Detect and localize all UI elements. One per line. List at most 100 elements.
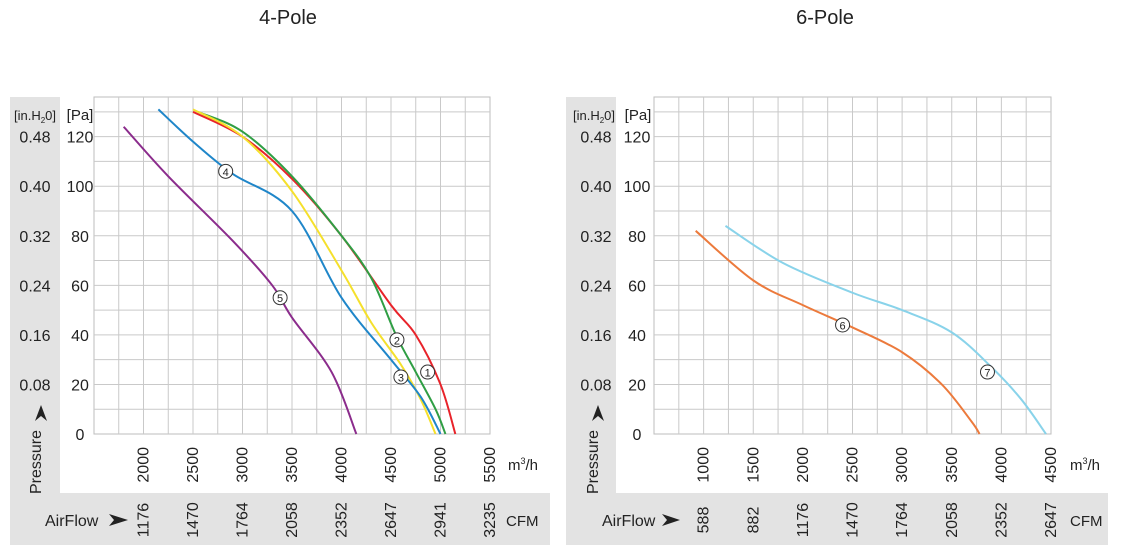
- cfm-tick-label: 1470: [845, 502, 862, 538]
- y-tick-inh2o: 0.24: [580, 278, 611, 295]
- svg-text:3: 3: [398, 373, 404, 385]
- cfm-tick-label: 1470: [185, 502, 202, 538]
- curve-markers: 67: [835, 317, 995, 380]
- x-tick-labels: 2000 2500 3000 3500 4000 4500 5000 5500: [136, 447, 500, 483]
- airflow-label: AirFlow: [45, 513, 99, 530]
- svg-text:4: 4: [223, 167, 229, 179]
- x-tick-label: 2000: [795, 447, 812, 483]
- cfm-tick-label: 2058: [944, 502, 961, 538]
- cfm-tick-label: 3235: [482, 502, 499, 538]
- cfm-tick-label: 1176: [136, 503, 153, 538]
- y-axis-band: [10, 97, 60, 494]
- y-tick-pa: 0: [76, 427, 85, 444]
- grid: [94, 97, 490, 434]
- y-tick-labels: 0 20 0.08 40 0.16 60 0.24 80 0.32 100 0.40 120 0.48: [580, 130, 650, 444]
- cfm-tick-label: 2647: [1043, 502, 1060, 538]
- svg-text:2: 2: [394, 335, 400, 347]
- curve-marker-5: 5: [272, 290, 288, 306]
- svg-text:7: 7: [984, 368, 990, 380]
- cfm-tick-label: 2352: [993, 502, 1010, 538]
- cfm-tick-label: 1764: [894, 502, 911, 538]
- y-unit-inh2o: [in.H20]: [573, 108, 615, 125]
- curve-4: [157, 108, 442, 435]
- y-tick-pa: 80: [628, 229, 646, 246]
- x-tick-label: 4500: [383, 447, 400, 483]
- cfm-tick-label: 2058: [284, 502, 301, 538]
- curve-2: [197, 110, 447, 435]
- cfm-tick-labels: 588 882 1176 1470 1764 2058 2352 2647: [696, 502, 1060, 538]
- y-tick-inh2o: 0.48: [580, 130, 611, 147]
- y-tick-pa: 120: [67, 130, 94, 147]
- y-tick-inh2o: 0.24: [19, 278, 50, 295]
- x-tick-label: 5000: [433, 447, 450, 483]
- y-tick-inh2o: 0.16: [580, 328, 611, 345]
- y-tick-pa: 80: [71, 229, 89, 246]
- chart-6-pole: 6-Pole [in.H20] [Pa] 0 20 0.08 40 0.16 60 0.24…: [566, 7, 1108, 545]
- x-tick-label: 3000: [894, 447, 911, 483]
- y-tick-pa: 60: [628, 278, 646, 295]
- curve-6: [695, 230, 981, 435]
- curve-marker-4: 4: [218, 163, 234, 179]
- cfm-tick-labels: 1176 1470 1764 2058 2352 2647 2941 3235: [136, 502, 500, 538]
- cfm-tick-label: 882: [745, 507, 762, 534]
- cfm-band: [10, 493, 550, 545]
- svg-text:1: 1: [425, 368, 431, 380]
- y-axis-arrow: [35, 405, 47, 421]
- y-axis-arrow: [592, 405, 604, 421]
- cfm-band: [566, 493, 1108, 545]
- y-tick-pa: 40: [71, 328, 89, 345]
- x-tick-label: 3000: [235, 447, 252, 483]
- y-tick-inh2o: 0.32: [19, 229, 50, 246]
- y-unit-pa: [Pa]: [625, 107, 652, 124]
- curve-markers: 1 2 3 4 5: [218, 163, 436, 385]
- airflow-arrow: [109, 514, 128, 526]
- y-tick-inh2o: 0.32: [580, 229, 611, 246]
- chart-title: 4-Pole: [259, 7, 317, 29]
- curves: [695, 225, 1047, 435]
- x-tick-label: 3500: [284, 447, 301, 483]
- cfm-tick-label: 1176: [795, 503, 812, 538]
- x-tick-label: 4000: [993, 447, 1010, 483]
- y-axis-band: [566, 97, 616, 494]
- y-tick-pa: 40: [628, 328, 646, 345]
- cfm-tick-label: 2647: [383, 502, 400, 538]
- x-tick-label: 2500: [185, 447, 202, 483]
- curve-marker-7: 7: [979, 364, 995, 380]
- y-unit-pa: [Pa]: [67, 107, 94, 124]
- y-tick-pa: 120: [624, 130, 651, 147]
- cfm-unit: CFM: [1070, 513, 1103, 530]
- y-tick-pa: 20: [71, 377, 89, 394]
- airflow-label: AirFlow: [602, 513, 656, 530]
- chart-4-pole: 4-Pole [in.H20] [Pa] 0 20 0.08 40 0.16 60 0.24…: [10, 7, 550, 545]
- x-tick-label: 2500: [845, 447, 862, 483]
- cfm-tick-label: 2941: [433, 502, 450, 538]
- y-tick-labels: 0 20 0.08 40 0.16 60 0.24 80 0.32 100 0.40 120 0.48: [19, 130, 93, 444]
- y-tick-inh2o: 0.48: [19, 130, 50, 147]
- y-unit-inh2o: [in.H20]: [14, 108, 56, 125]
- curve-marker-2: 2: [389, 332, 405, 348]
- svg-text:6: 6: [840, 320, 846, 332]
- curve-5: [122, 126, 358, 435]
- cfm-tick-label: 1764: [235, 502, 252, 538]
- curve-marker-6: 6: [835, 317, 851, 333]
- x-tick-label: 1000: [696, 447, 713, 483]
- y-tick-inh2o: 0.40: [19, 179, 50, 196]
- svg-text:5: 5: [277, 293, 283, 305]
- y-axis-label: Pressure: [28, 430, 45, 494]
- x-tick-labels: 1000 1500 2000 2500 3000 3500 4000 4500: [696, 447, 1060, 483]
- x-tick-label: 3500: [944, 447, 961, 483]
- curve-7: [724, 225, 1047, 435]
- airflow-arrow: [662, 514, 680, 526]
- y-tick-pa: 100: [624, 179, 651, 196]
- y-tick-inh2o: 0.16: [19, 328, 50, 345]
- curves: [122, 108, 457, 435]
- grid: [654, 97, 1051, 434]
- y-tick-pa: 60: [71, 278, 89, 295]
- curve-marker-3: 3: [393, 369, 409, 385]
- x-tick-label: 2000: [136, 447, 153, 483]
- x-tick-label: 5500: [482, 447, 499, 483]
- y-tick-inh2o: 0.40: [580, 179, 611, 196]
- y-tick-pa: 20: [628, 377, 646, 394]
- x-tick-label: 4500: [1043, 447, 1060, 483]
